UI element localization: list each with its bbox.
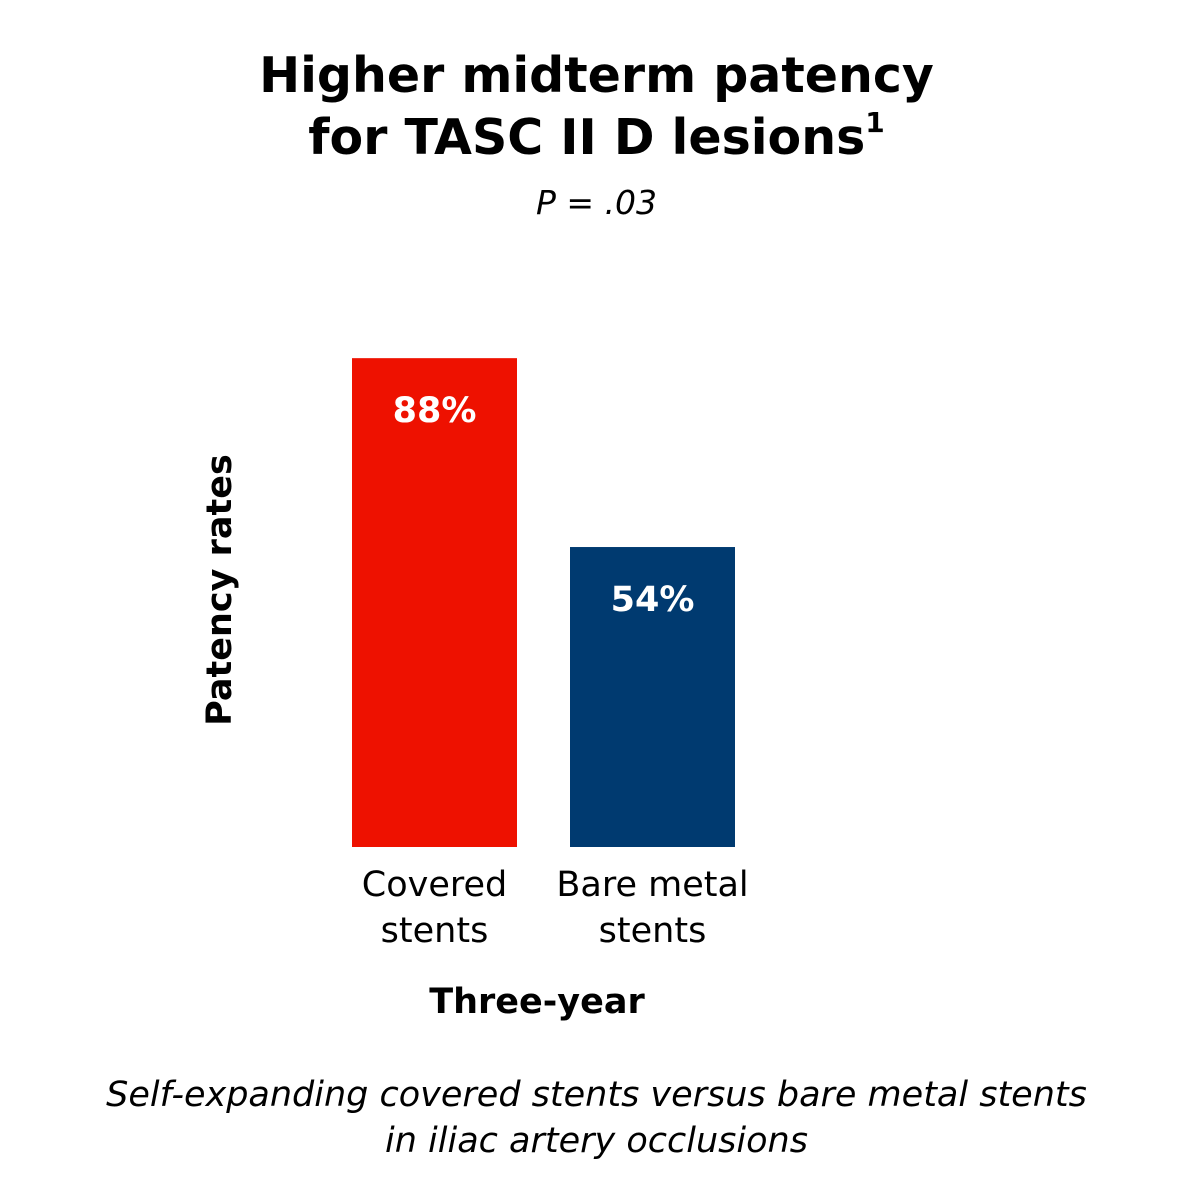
chart-caption-line1: Self-expanding covered stents versus bar…: [106, 1075, 1087, 1115]
bar: [352, 358, 517, 847]
category-label: Bare metal: [556, 865, 748, 905]
y-axis-label: Patency rates: [200, 454, 240, 726]
data-label: 88%: [393, 391, 477, 431]
chart-title: Higher midterm patency for TASC II D les…: [0, 45, 1193, 169]
x-axis-label: Three-year: [429, 982, 645, 1022]
category-label: stents: [381, 911, 489, 951]
chart-title-line2-text: for TASC II D lesions: [308, 109, 866, 166]
p-value: P = .03: [535, 183, 657, 222]
category-label: Covered: [362, 865, 507, 905]
footnote-reference: 1: [865, 106, 885, 139]
chart-caption-line2: in iliac artery occlusions: [385, 1121, 808, 1161]
chart-caption: Self-expanding covered stents versus bar…: [0, 1072, 1193, 1164]
category-label: stents: [599, 911, 707, 951]
chart-title-line2: for TASC II D lesions1: [0, 107, 1193, 169]
bar: [570, 547, 735, 847]
chart-title-line1: Higher midterm patency: [259, 47, 934, 104]
data-label: 54%: [611, 580, 695, 620]
